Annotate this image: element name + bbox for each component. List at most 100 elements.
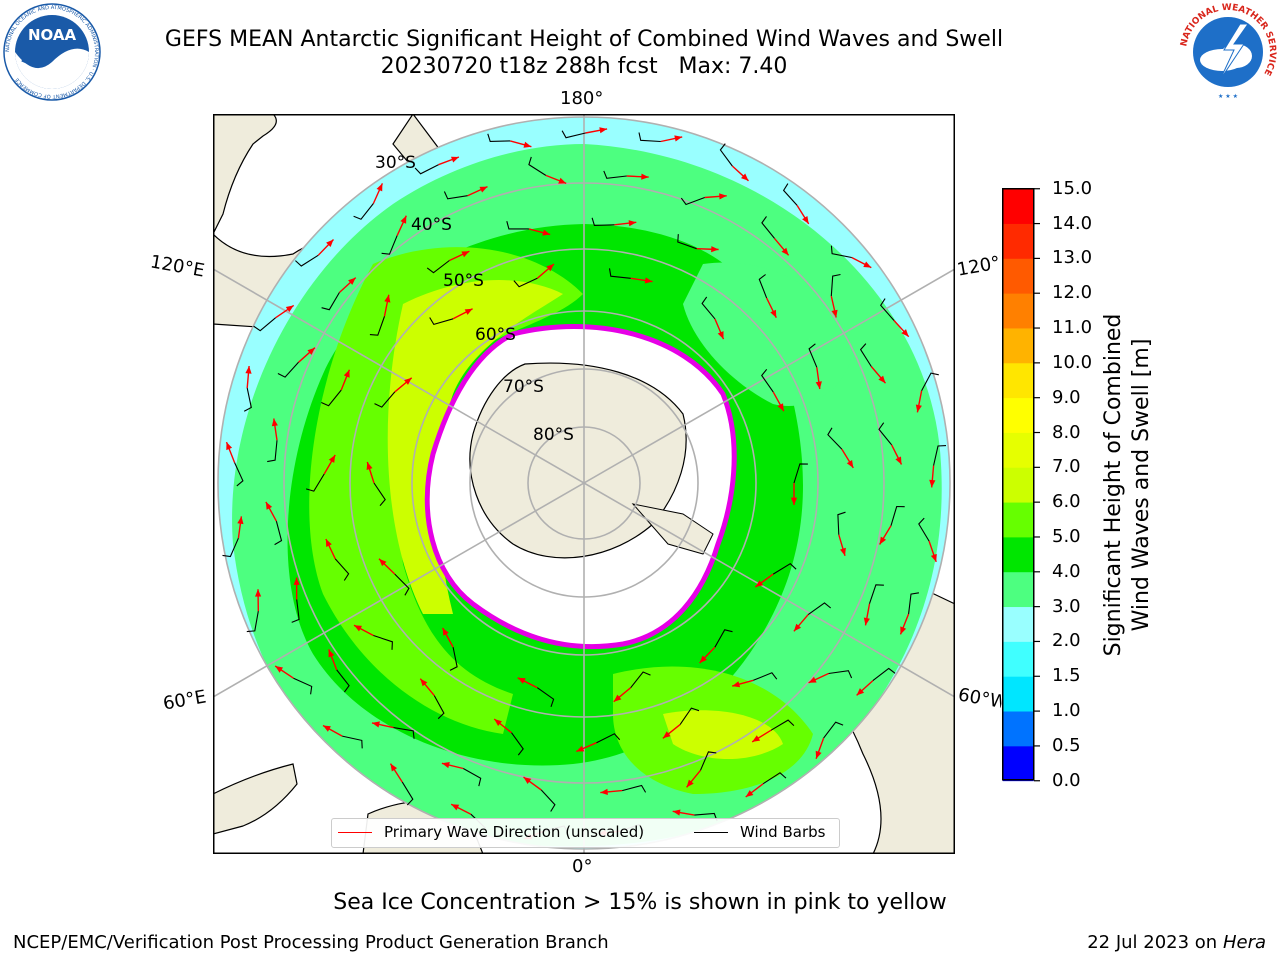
legend-barb-line <box>694 831 728 833</box>
wave-arrow-head <box>348 277 356 285</box>
colorbar-tick-label: 1.0 <box>1052 700 1081 722</box>
sea-ice-note: Sea Ice Concentration > 15% is shown in … <box>333 890 947 915</box>
noaa-logo: NOAA NATIONAL OCEANIC AND ATMOSPHERIC AD… <box>3 3 101 101</box>
wave-arrow-head <box>815 381 822 389</box>
wave-arrow-head <box>600 788 608 795</box>
wind-barb <box>373 482 386 507</box>
nws-logo: NATIONAL WEATHER SERVICE ★ ★ ★ <box>1179 3 1277 100</box>
wave-arrow-head <box>930 553 937 562</box>
wind-barb <box>513 277 538 288</box>
wave-arrow-head <box>523 141 532 148</box>
wave-arrow-head <box>641 173 649 180</box>
lat-label-30s: 30°S <box>375 153 416 173</box>
colorbar-tick-label: 3.0 <box>1052 595 1081 617</box>
colorbar-tick-label: 13.0 <box>1052 247 1093 269</box>
wind-barb <box>528 156 547 176</box>
colorbar-tick-label: 5.0 <box>1052 525 1081 547</box>
wind-barb <box>714 629 733 648</box>
colorbar-bin <box>1002 711 1034 747</box>
wave-arrow-head <box>384 294 391 303</box>
svg-text:★ ★ ★: ★ ★ ★ <box>1218 93 1238 100</box>
wind-barb <box>761 216 775 239</box>
wave-arrow-head <box>781 247 789 256</box>
colorbar-bin <box>1002 536 1034 573</box>
wind-barb <box>561 130 586 139</box>
colorbar-bin <box>1002 258 1034 294</box>
wave-arrow-head <box>599 127 608 134</box>
noaa-logo-text: NOAA <box>28 26 77 44</box>
colorbar-bin <box>1002 328 1034 364</box>
wave-arrow-head <box>293 577 300 585</box>
wave-arrow-head <box>479 186 488 193</box>
wind-barb <box>511 732 524 756</box>
wave-arrow-head <box>326 239 334 247</box>
footer-branch: NCEP/EMC/Verification Post Processing Pr… <box>13 932 609 953</box>
wind-barb <box>699 751 717 771</box>
wave-arrow-head <box>255 589 262 597</box>
wind-barb <box>827 427 843 450</box>
wave-arrow-head <box>879 536 887 545</box>
wind-barb <box>762 772 787 785</box>
wave-arrow-head <box>745 790 754 797</box>
wave-arrow-head <box>915 404 922 413</box>
wind-barb <box>918 517 930 542</box>
lat-label-60s: 60°S <box>475 325 516 345</box>
wind-barb <box>921 372 939 392</box>
chart-title: GEFS MEAN Antarctic Significant Height o… <box>164 27 1004 52</box>
wave-arrow-head <box>354 625 362 632</box>
antarctica <box>424 324 737 650</box>
wave-arrow-head <box>461 251 470 258</box>
wave-arrow-head <box>613 694 622 702</box>
wave-arrow-head <box>451 156 459 163</box>
wind-barb <box>426 260 450 274</box>
wind-barb <box>680 196 705 206</box>
wind-barb <box>414 164 439 175</box>
wind-barb <box>222 537 239 558</box>
wind-barb <box>369 316 386 336</box>
wave-arrow-head <box>376 183 383 192</box>
wave-arrow-head <box>400 215 407 224</box>
colorbar-bin <box>1002 397 1034 433</box>
wave-arrow-head <box>546 264 554 272</box>
legend-wave-label: Primary Wave Direction (unscaled) <box>384 823 645 841</box>
wave-arrow-head <box>542 229 551 236</box>
wind-barb <box>753 672 778 681</box>
wind-barb <box>807 602 832 616</box>
wind-barb <box>291 599 300 623</box>
wave-arrow-head <box>379 558 387 567</box>
wind-barb <box>243 387 252 412</box>
wave-arrow-head <box>494 719 502 726</box>
wind-barb <box>596 733 621 744</box>
wave-arrow-head <box>237 516 244 525</box>
wave-arrow-head <box>366 462 373 470</box>
wind-barb <box>401 781 414 806</box>
colorbar-bin <box>1002 362 1034 399</box>
wave-arrow-head <box>328 455 336 463</box>
wave-arrow-head <box>307 347 315 355</box>
colorbar-tick-label: 1.5 <box>1052 665 1081 687</box>
wind-barb <box>608 268 631 279</box>
wind-barbs <box>222 130 947 836</box>
wind-barb <box>859 343 872 367</box>
colorbar-bin <box>1002 606 1034 642</box>
wave-arrow-head <box>699 655 707 663</box>
wind-barb <box>677 234 697 250</box>
wind-barb <box>772 563 797 575</box>
colorbar-tick-label: 6.0 <box>1052 491 1081 513</box>
wave-arrow-head <box>265 501 273 510</box>
wind-barb <box>630 671 651 689</box>
colorbar-bin <box>1002 502 1034 538</box>
colorbar-bin <box>1002 432 1034 468</box>
wind-barb <box>393 727 415 739</box>
wind-barb <box>638 132 661 143</box>
wave-arrow-head <box>929 479 936 488</box>
wind-barb <box>246 611 259 633</box>
colorbar-bin <box>1002 571 1034 608</box>
colorbar-bin <box>1002 223 1034 259</box>
wind-barb <box>536 687 555 707</box>
wind-barb <box>782 183 798 206</box>
wave-arrow-head <box>441 762 450 769</box>
wave-arrow-head <box>275 666 283 673</box>
primary-wave-arrows <box>225 127 937 840</box>
wind-barb <box>591 217 615 226</box>
